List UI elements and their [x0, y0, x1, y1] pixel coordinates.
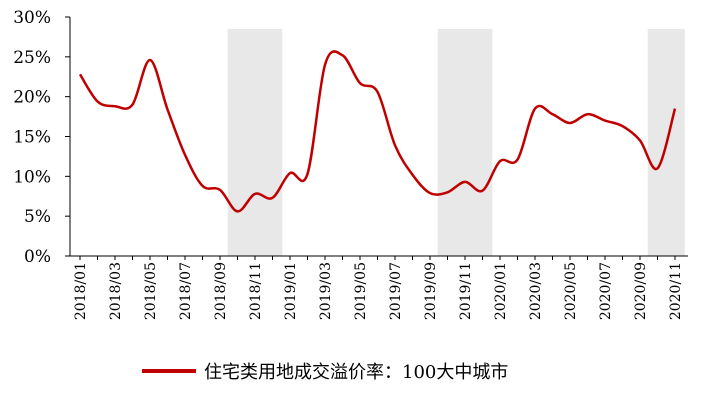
legend-label: 住宅类用地成交溢价率：100大中城市	[204, 362, 509, 383]
x-tick-label: 2018/03	[108, 262, 124, 320]
legend-swatch	[142, 369, 196, 373]
x-tick-label: 2019/05	[353, 262, 369, 320]
x-tick-label: 2019/03	[318, 262, 334, 320]
x-axis-ticks: 2018/01 2018/03 2018/05 2018/07 2018/09 2018/…	[73, 256, 684, 320]
series-lines	[78, 50, 677, 213]
y-tick-label: 10%	[13, 167, 51, 187]
shaded-region-2	[437, 29, 493, 256]
x-tick-label: 2020/03	[528, 262, 544, 320]
x-tick-label: 2018/09	[213, 262, 229, 320]
y-tick-label: 30%	[13, 8, 51, 28]
y-tick-label: 0%	[24, 247, 51, 267]
x-tick-label: 2019/09	[423, 262, 439, 320]
series-line-1	[78, 50, 677, 213]
x-tick-label: 2020/11	[668, 262, 684, 320]
x-tick-label: 2020/05	[563, 262, 579, 320]
chart-canvas: 0%5%10%15%20%25%30% 2018/01 2018/03 2018/0…	[13, 8, 688, 320]
x-tick-label: 2020/07	[598, 262, 614, 320]
shaded-regions	[227, 29, 685, 256]
x-tick-label: 2019/11	[458, 262, 474, 320]
x-tick-label: 2018/05	[143, 262, 159, 320]
y-tick-label: 20%	[13, 88, 51, 108]
x-tick-label: 2020/09	[633, 262, 649, 320]
x-tick-label: 2018/07	[178, 262, 194, 320]
y-tick-label: 15%	[13, 128, 51, 148]
y-tick-label: 25%	[13, 48, 51, 68]
x-tick-label: 2020/01	[493, 262, 509, 320]
y-axis-ticks: 0% 5% 10% 15% 20% 25% 30%	[13, 8, 70, 267]
axes	[69, 17, 688, 257]
x-tick-label: 2018/01	[73, 262, 89, 320]
shaded-region-1	[227, 29, 283, 256]
y-tick-label: 5%	[24, 207, 51, 227]
legend: 住宅类用地成交溢价率：100大中城市	[142, 356, 508, 386]
x-tick-label: 2018/11	[248, 262, 264, 320]
x-tick-label: 2019/07	[388, 262, 404, 320]
x-tick-label: 2019/01	[283, 262, 299, 320]
